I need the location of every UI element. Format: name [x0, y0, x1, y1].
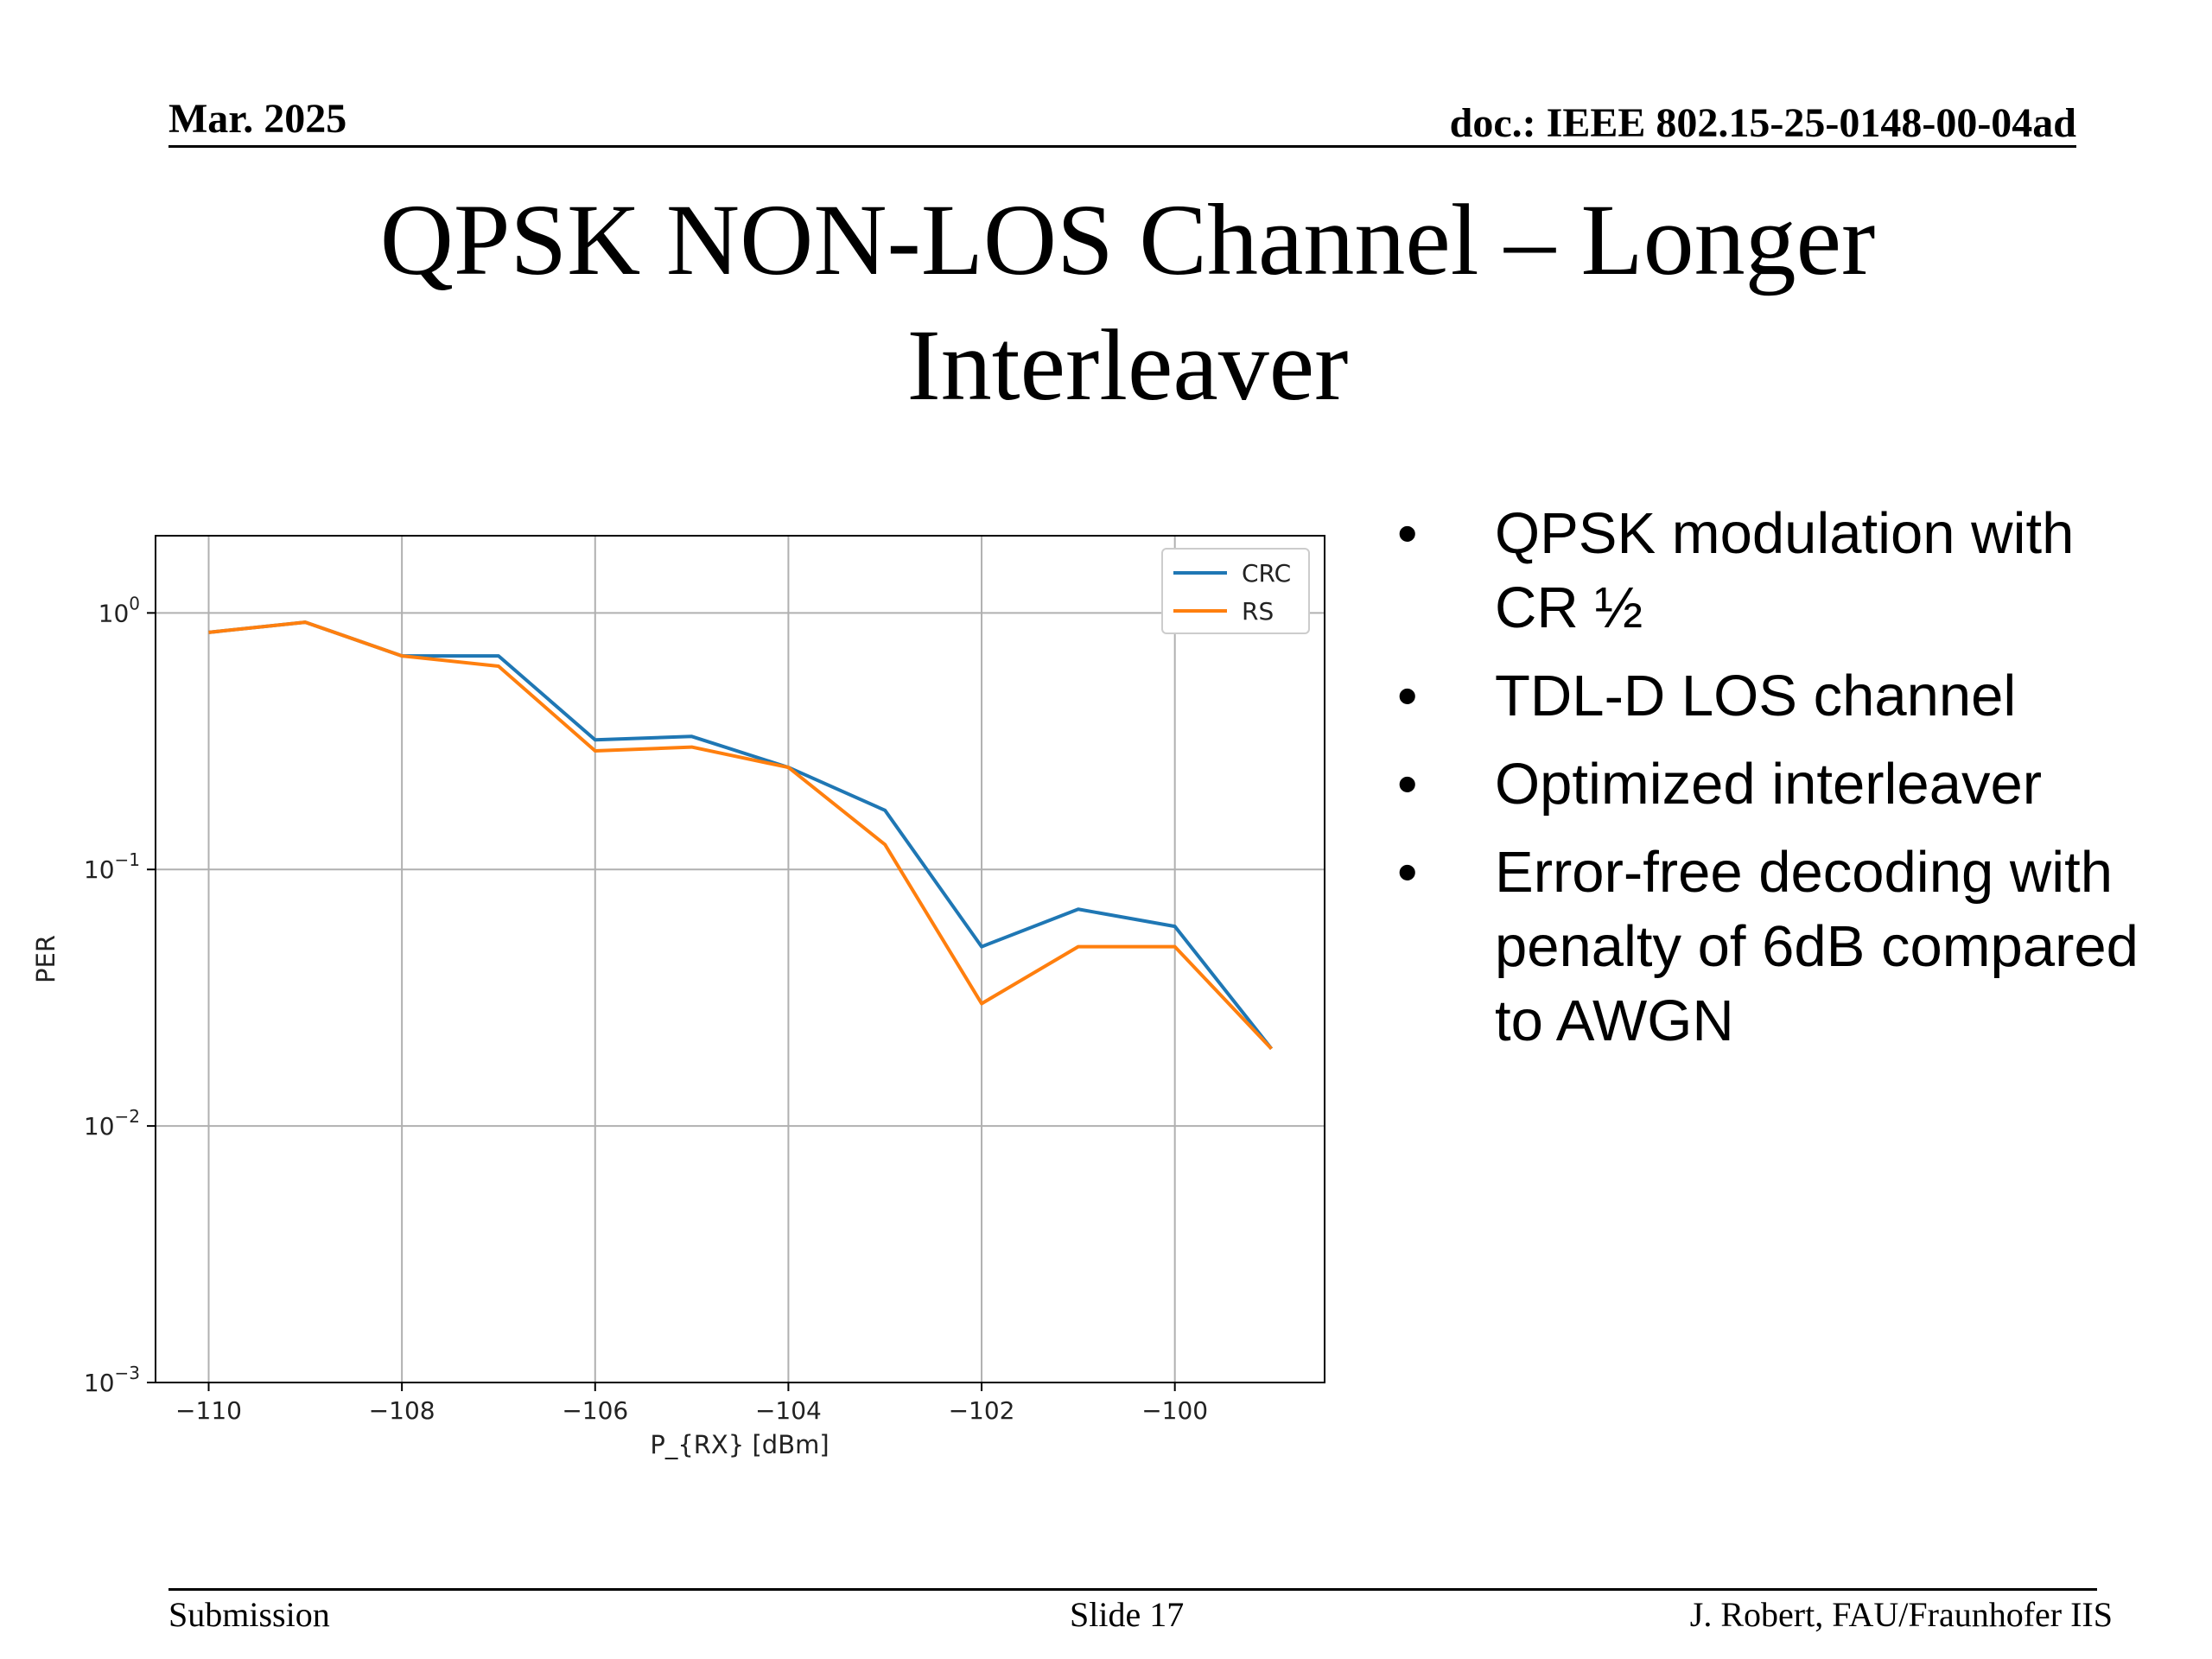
legend: CRC RS [1161, 548, 1310, 634]
header-doc-id: doc.: IEEE 802.15-25-0148-00-04ad [1449, 100, 2076, 146]
x-axis-label: P_{RX} [dBm] [650, 1430, 829, 1459]
y-axis-label: PER [31, 935, 60, 983]
x-tick-label: −106 [562, 1396, 628, 1425]
y-tick-label: 10−1 [84, 849, 140, 884]
plot-frame [155, 535, 1325, 1383]
header-divider [168, 145, 2076, 148]
chart-series [208, 620, 1274, 1051]
x-tick-label: −108 [369, 1396, 435, 1425]
per-chart: −110 −108 −106 −104 −102 −10010010−110−210−3 … [31, 535, 1325, 1459]
bullet-item: • Error-free decoding with penalty of 6dB… [1395, 836, 2139, 1058]
bullet-text: Optimized interleaver [1495, 752, 2043, 817]
bullet-list: • QPSK modulation with CR ½ • TDL-D LOS cha… [1395, 497, 2139, 1072]
footer-slide-number: Slide 17 [1070, 1595, 1185, 1634]
bullet-text: Error-free decoding with penalty of 6dB … [1495, 840, 2139, 1053]
series-line-rs [208, 620, 1273, 1051]
x-tick-label: −104 [755, 1396, 822, 1425]
x-tick-label: −102 [949, 1396, 1015, 1425]
x-tick-label: −110 [175, 1396, 242, 1425]
bullet-item: • QPSK modulation with CR ½ [1395, 497, 2139, 645]
bullet-dot: • [1397, 752, 1418, 817]
plot-area [156, 536, 1325, 1382]
bullet-dot: • [1397, 840, 1418, 905]
x-tick-label: −100 [1141, 1396, 1208, 1425]
bullet-item: • Optimized interleaver [1395, 747, 2139, 822]
y-tick-label: 10−2 [84, 1106, 140, 1141]
chart-ticks: −110 −108 −106 −104 −102 −100 100 10−1 10−2 10−3 [84, 593, 1208, 1425]
bullet-item: • TDL-D LOS channel [1395, 659, 2139, 734]
footer-author: J. Robert, FAU/Fraunhofer IIS [1689, 1595, 2113, 1634]
bullet-dot: • [1397, 501, 1418, 566]
bullet-text: QPSK modulation with CR ½ [1495, 501, 2075, 640]
bullet-text: TDL-D LOS channel [1495, 664, 2017, 728]
slide-title: QPSK NON-LOS Channel – Longer Interleave… [379, 183, 1876, 422]
bullet-dot: • [1397, 664, 1418, 728]
legend-crc-label: CRC [1242, 559, 1291, 588]
footer-divider [168, 1588, 2097, 1591]
header-date: Mar. 2025 [168, 96, 347, 142]
y-tick-label: 100 [99, 593, 140, 627]
legend-rs-label: RS [1242, 597, 1274, 626]
y-tick-label: 10−3 [84, 1363, 140, 1397]
footer-submission: Submission [168, 1595, 330, 1634]
